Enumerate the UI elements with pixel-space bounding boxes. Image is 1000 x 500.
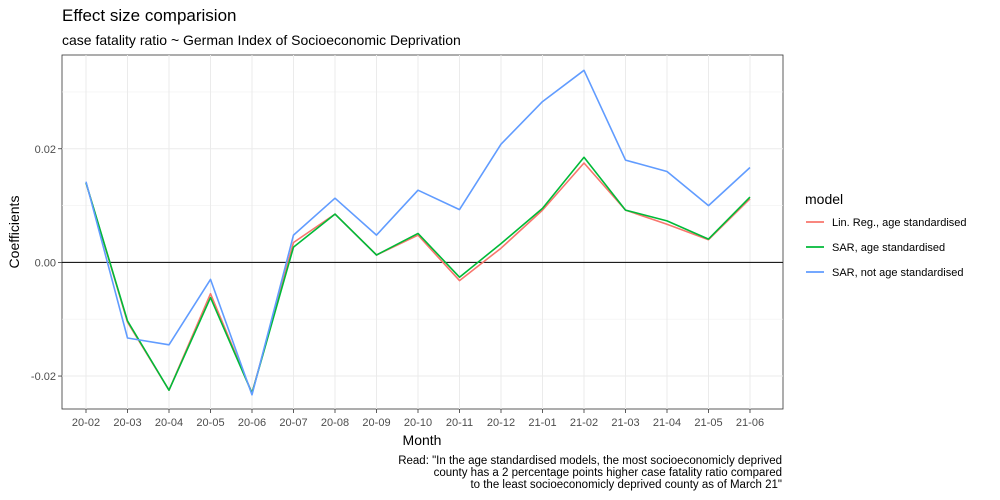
chart-subtitle: case fatality ratio ~ German Index of So…	[62, 32, 461, 48]
x-tick-label: 21-04	[653, 417, 681, 429]
grid-lines	[62, 55, 783, 409]
caption-line-2: county has a 2 percentage points higher …	[433, 467, 782, 479]
y-tick-label: -0.02	[31, 371, 56, 383]
x-tick-label: 20-08	[321, 417, 349, 429]
x-tick-label: 20-07	[279, 417, 307, 429]
x-tick-label: 20-02	[72, 417, 100, 429]
x-axis: 20-02 20-03 20-04 20-05 20-06 20-07 20-08 20-09…	[72, 409, 764, 429]
x-tick-label: 20-05	[196, 417, 224, 429]
chart-title: Effect size comparision	[62, 6, 237, 25]
legend-label-2: SAR, age standardised	[832, 242, 945, 254]
caption-line-3: to the least socioeconomicly deprived co…	[470, 479, 782, 491]
series-lines	[85, 69, 751, 396]
x-axis-title: Month	[403, 432, 442, 448]
legend-label-1: Lin. Reg., age standardised	[832, 217, 967, 229]
legend-label-3: SAR, not age standardised	[832, 267, 963, 279]
x-tick-label: 20-04	[155, 417, 183, 429]
legend-title: model	[805, 191, 843, 207]
y-tick-label: 0.02	[35, 144, 56, 156]
x-tick-label: 20-09	[362, 417, 390, 429]
x-tick-label: 21-01	[528, 417, 556, 429]
plot-panel	[61, 54, 784, 410]
x-tick-label: 20-10	[404, 417, 432, 429]
caption-line-1: Read: "In the age standardised models, t…	[398, 455, 782, 467]
series-line-2	[85, 156, 751, 394]
x-tick-label: 20-12	[487, 417, 515, 429]
y-axis: -0.02 0.00 0.02	[31, 144, 62, 383]
series-line-3	[85, 69, 751, 396]
x-tick-label: 20-11	[446, 417, 473, 429]
y-axis-title: Coefficients	[6, 196, 22, 269]
x-tick-label: 21-02	[570, 417, 598, 429]
x-tick-label: 21-06	[736, 417, 764, 429]
caption: Read: "In the age standardised models, t…	[262, 455, 782, 491]
x-tick-label: 20-06	[238, 417, 266, 429]
x-tick-label: 21-05	[694, 417, 722, 429]
x-tick-label: 20-03	[113, 417, 141, 429]
legend: model Lin. Reg., age standardised SAR, ag…	[805, 191, 967, 279]
series-line-1	[85, 162, 751, 394]
y-tick-label: 0.00	[35, 257, 56, 269]
x-tick-label: 21-03	[611, 417, 639, 429]
